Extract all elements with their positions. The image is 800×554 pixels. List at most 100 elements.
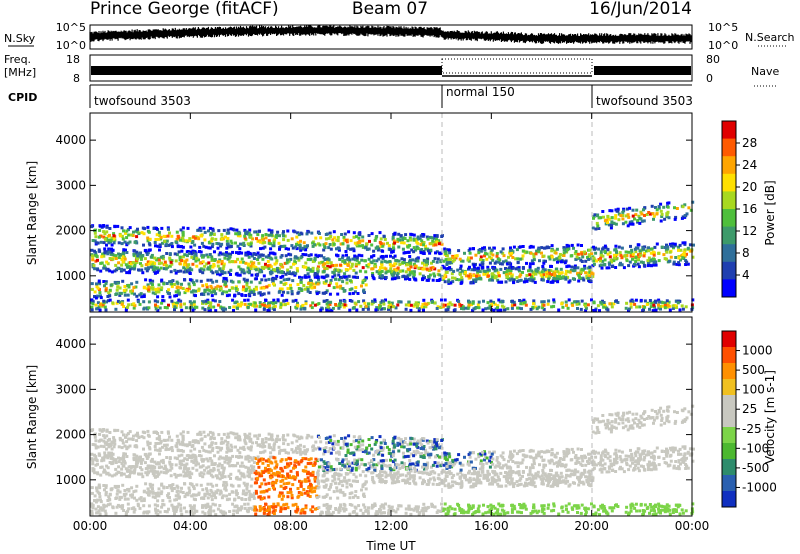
velocity-echo bbox=[158, 452, 161, 456]
power-echo bbox=[160, 226, 164, 230]
velocity-echo bbox=[126, 445, 130, 449]
colorbar-segment bbox=[722, 279, 736, 298]
power-echo bbox=[437, 239, 441, 243]
velocity-echo bbox=[238, 451, 242, 455]
power-echo bbox=[588, 270, 592, 274]
velocity-echo bbox=[335, 451, 338, 455]
power-echo bbox=[358, 240, 362, 244]
power-echo bbox=[689, 208, 693, 212]
velocity-echo bbox=[104, 484, 108, 488]
power-echo bbox=[528, 265, 532, 269]
velocity-echo bbox=[360, 462, 364, 466]
power-echo bbox=[336, 292, 340, 296]
power-echo bbox=[620, 263, 624, 267]
power-echo bbox=[684, 305, 688, 309]
power-echo bbox=[591, 272, 595, 276]
power-echo bbox=[289, 286, 293, 290]
power-echo bbox=[600, 266, 604, 270]
power-echo bbox=[279, 305, 283, 309]
power-echo bbox=[347, 230, 351, 234]
power-echo bbox=[603, 219, 607, 223]
power-y-axis-label: Slant Range [km] bbox=[25, 161, 39, 265]
velocity-echo bbox=[287, 456, 291, 460]
power-echo bbox=[217, 229, 221, 233]
power-echo bbox=[261, 246, 265, 250]
power-echo bbox=[108, 288, 112, 292]
power-echo bbox=[532, 299, 536, 303]
velocity-echo bbox=[229, 477, 232, 480]
power-echo bbox=[232, 309, 235, 312]
power-echo bbox=[615, 299, 618, 303]
power-echo bbox=[158, 306, 162, 310]
velocity-echo bbox=[98, 495, 102, 499]
power-echo bbox=[440, 235, 444, 238]
power-echo bbox=[540, 251, 543, 255]
power-echo bbox=[111, 257, 115, 261]
power-echo bbox=[628, 206, 632, 210]
power-echo bbox=[554, 268, 558, 272]
power-echo bbox=[249, 242, 253, 246]
power-echo bbox=[214, 309, 218, 313]
power-echo bbox=[686, 262, 690, 266]
power-echo bbox=[122, 305, 126, 308]
power-echo bbox=[212, 259, 216, 262]
velocity-echo bbox=[181, 437, 185, 441]
velocity-echo bbox=[133, 465, 137, 469]
power-echo bbox=[552, 298, 556, 302]
power-echo bbox=[436, 305, 440, 309]
velocity-echo bbox=[267, 432, 271, 436]
power-echo bbox=[265, 285, 269, 289]
velocity-echo bbox=[102, 434, 106, 438]
power-echo bbox=[642, 247, 645, 250]
power-echo bbox=[154, 287, 158, 291]
velocity-echo bbox=[160, 482, 164, 486]
power-echo bbox=[481, 261, 485, 265]
power-echo bbox=[370, 261, 374, 264]
power-echo bbox=[486, 265, 490, 269]
velocity-echo bbox=[124, 452, 127, 456]
power-echo bbox=[367, 257, 371, 261]
velocity-echo bbox=[280, 497, 284, 501]
power-echo bbox=[342, 238, 346, 242]
power-echo bbox=[586, 277, 590, 280]
velocity-echo bbox=[200, 445, 204, 449]
velocity-echo bbox=[282, 448, 286, 452]
power-echo bbox=[323, 258, 327, 261]
power-echo bbox=[252, 264, 256, 268]
power-echo bbox=[209, 269, 213, 273]
power-echo bbox=[296, 301, 299, 305]
velocity-echo bbox=[149, 459, 153, 463]
power-echo bbox=[95, 282, 98, 286]
power-echo bbox=[188, 285, 192, 289]
power-echo bbox=[118, 300, 122, 304]
velocity-echo bbox=[120, 446, 124, 450]
power-echo bbox=[449, 281, 453, 285]
velocity-echo bbox=[140, 458, 144, 462]
power-echo bbox=[108, 294, 112, 298]
power-echo bbox=[290, 292, 294, 296]
velocity-echo bbox=[395, 480, 399, 484]
power-echo bbox=[335, 253, 338, 257]
velocity-echo bbox=[372, 463, 376, 467]
power-echo bbox=[330, 308, 334, 312]
velocity-echo bbox=[380, 473, 384, 477]
power-echo bbox=[661, 304, 664, 308]
velocity-echo bbox=[287, 481, 291, 485]
power-echo bbox=[275, 259, 279, 263]
velocity-echo bbox=[220, 441, 224, 445]
velocity-echo bbox=[176, 438, 180, 442]
power-echo bbox=[337, 278, 341, 282]
power-echo bbox=[610, 220, 614, 224]
power-echo bbox=[551, 280, 555, 284]
power-echo bbox=[657, 259, 661, 263]
power-echo bbox=[595, 259, 599, 263]
power-echo bbox=[125, 271, 129, 275]
power-echo bbox=[592, 215, 596, 219]
velocity-echo bbox=[204, 449, 208, 453]
velocity-echo bbox=[146, 440, 150, 444]
velocity-echo bbox=[424, 448, 428, 452]
power-echo bbox=[534, 305, 538, 309]
velocity-echo bbox=[220, 437, 224, 441]
velocity-echo bbox=[223, 460, 227, 464]
